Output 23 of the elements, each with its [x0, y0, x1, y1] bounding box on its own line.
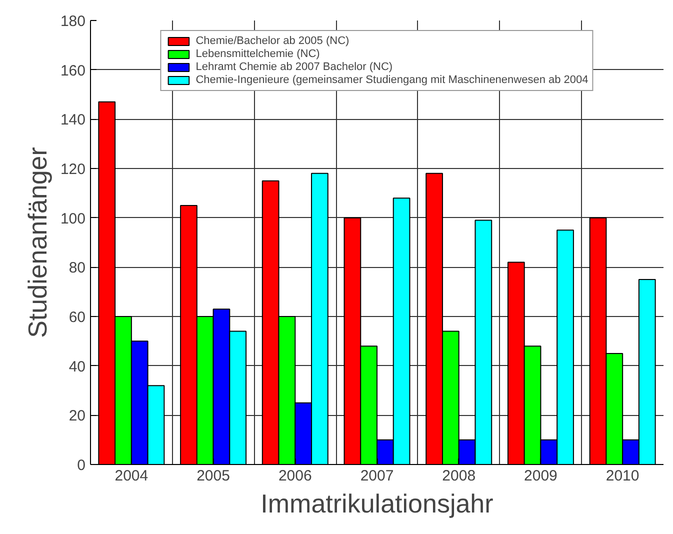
y-tick-label: 80	[68, 260, 86, 277]
y-tick-label: 0	[77, 457, 86, 474]
legend-label: Lebensmittelchemie (NC)	[196, 48, 320, 60]
x-tick-label: 2006	[278, 468, 312, 484]
x-tick-label: 2008	[442, 468, 476, 484]
x-axis-title: Immatrikulationsjahr	[260, 488, 494, 518]
y-tick-label: 60	[68, 309, 86, 326]
y-axis-title: Studienanfänger	[22, 146, 52, 338]
y-tick-label: 120	[60, 161, 86, 178]
x-tick-label: 2007	[360, 468, 394, 484]
x-tick-label: 2009	[524, 468, 558, 484]
y-tick-label: 40	[68, 358, 86, 376]
legend-label: Chemie-Ingenieure (gemeinsamer Studiengang mit Maschinenenwesen ab 2004	[196, 74, 588, 86]
x-tick-label: 2010	[606, 468, 640, 484]
legend-label: Lehramt Chemie ab 2007 Bachelor (NC)	[196, 61, 393, 73]
legend-label: Chemie/Bachelor ab 2005 (NC)	[196, 35, 350, 47]
x-tick-label: 2004	[114, 468, 148, 484]
x-tick-label: 2005	[196, 468, 230, 484]
y-tick-label: 160	[60, 62, 86, 80]
y-tick-label: 180	[60, 13, 86, 30]
y-tick-label: 140	[60, 112, 86, 129]
y-tick-label: 20	[68, 408, 86, 425]
y-tick-label: 100	[60, 210, 86, 228]
